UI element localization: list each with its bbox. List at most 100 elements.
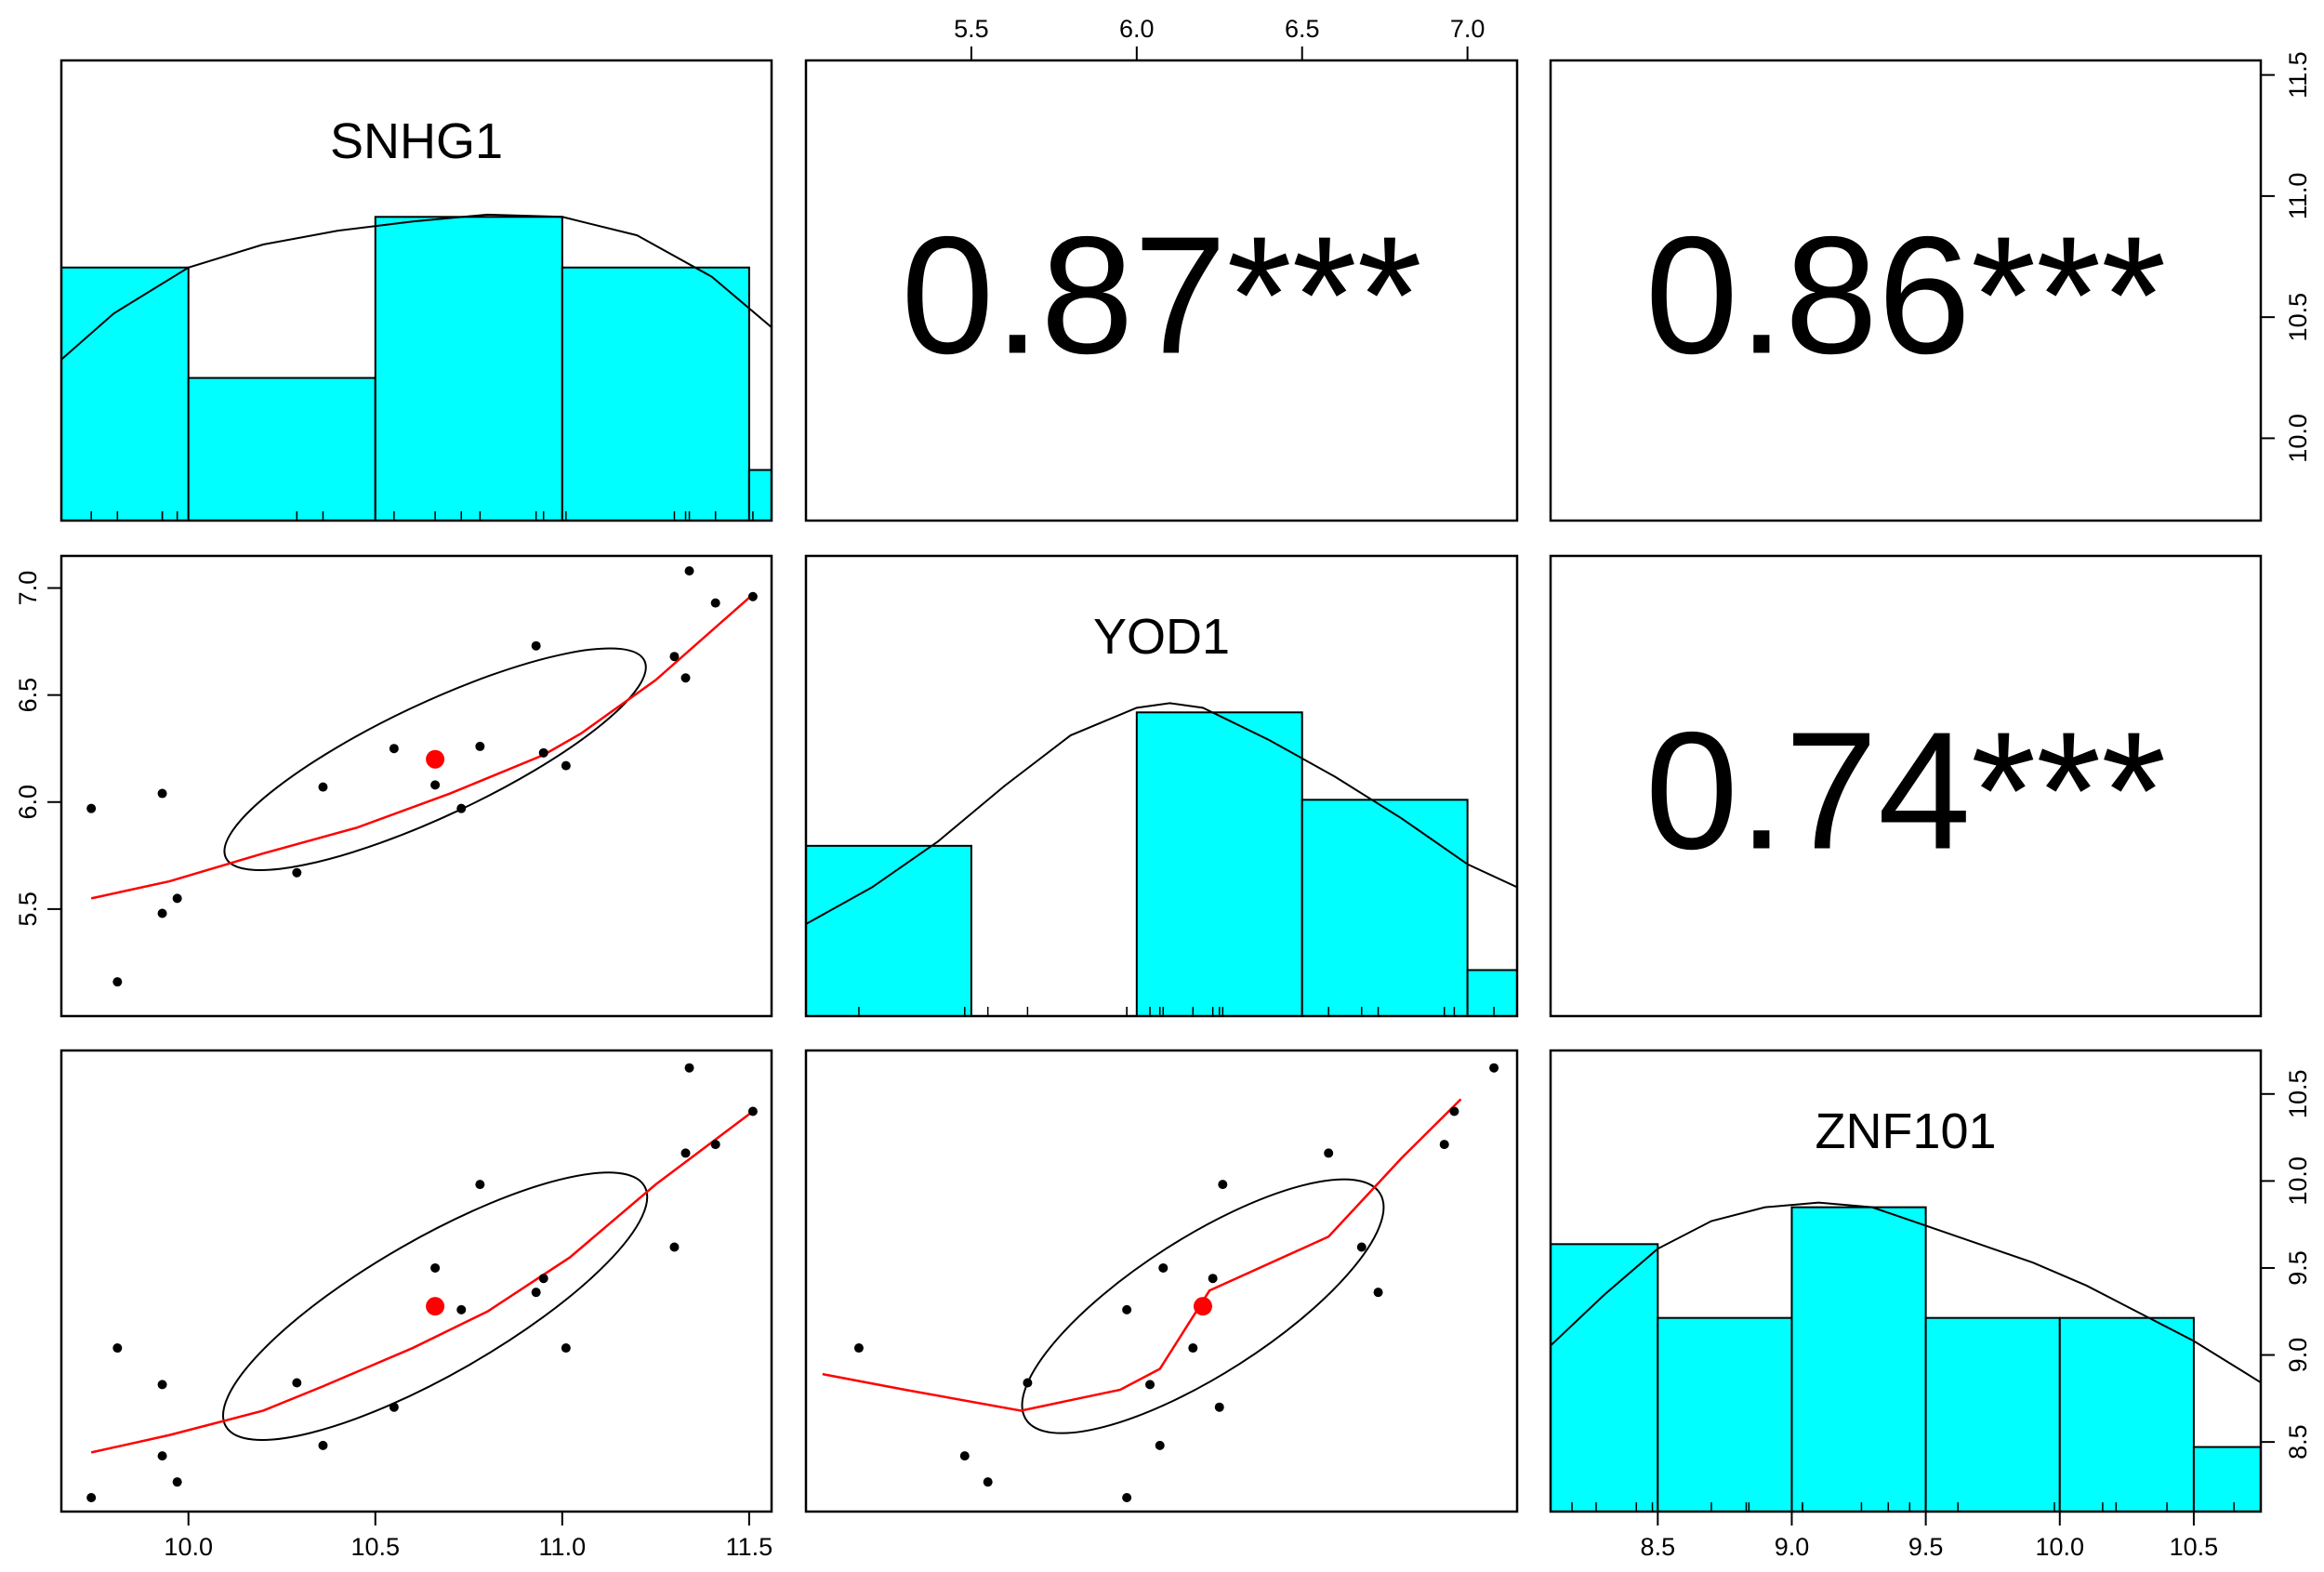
variable-label: SNHG1 — [330, 113, 503, 169]
scatter-point — [157, 1380, 167, 1390]
centroid-point — [426, 749, 445, 769]
scatter-point — [747, 1106, 758, 1116]
panel-znf101-znf101: ZNF101 — [1549, 1049, 2263, 1513]
histogram-bar — [187, 376, 376, 521]
tick-label: 11.0 — [539, 1533, 587, 1561]
scatter-point — [1122, 1304, 1132, 1314]
scatter-point — [710, 598, 720, 608]
histogram-bar — [61, 266, 190, 521]
scatter-point — [112, 1343, 123, 1354]
panel-frame — [59, 59, 773, 522]
histogram-bar — [1790, 1206, 1927, 1512]
loess-smooth-line — [90, 593, 754, 900]
scatter-point — [1155, 1440, 1165, 1450]
centroid-point — [426, 1297, 445, 1316]
scatter-point — [1218, 1180, 1228, 1190]
histogram-bar — [1466, 969, 1517, 1016]
scatter-point — [531, 1288, 541, 1298]
tick-label: 11.5 — [2284, 51, 2312, 99]
scatter-point — [561, 760, 571, 771]
scatter-point — [538, 747, 548, 758]
scatter-point — [1489, 1063, 1499, 1073]
centroid-point — [1193, 1297, 1212, 1316]
scatter-point — [318, 782, 328, 792]
scatter-point — [1023, 1378, 1033, 1388]
tick-label: 9.5 — [2284, 1250, 2312, 1286]
tick-label: 6.5 — [14, 678, 42, 713]
histogram-bar — [1657, 1316, 1793, 1512]
histogram-bar — [2058, 1316, 2195, 1512]
scatter-point — [475, 741, 485, 751]
scatter-point — [959, 1451, 970, 1461]
scatter-point — [172, 1477, 182, 1487]
scatter-point — [853, 1343, 864, 1354]
axis-bottom-znf101: 8.5 9.0 9.5 10.0 10.5 — [1641, 1511, 2218, 1561]
panel-znf101-snhg1 — [59, 1049, 773, 1513]
histogram-bar — [1551, 1243, 1659, 1512]
scatter-point — [86, 1493, 97, 1503]
scatter-point — [430, 1262, 441, 1273]
histogram-bar — [374, 216, 563, 521]
correlation-value: 0.86*** — [1645, 203, 2166, 390]
scatter-point — [983, 1477, 993, 1487]
scatter-point — [1122, 1493, 1132, 1503]
scatter-point — [1145, 1380, 1155, 1390]
panel-snhg1-znf101: 0.86*** — [1549, 59, 2263, 522]
tick-label: 10.0 — [2284, 414, 2312, 463]
loess-smooth-line — [822, 1098, 1462, 1412]
scatter-point — [112, 977, 123, 987]
axis-top-yod1: 5.5 6.0 6.5 7.0 — [954, 15, 1486, 61]
panel-znf101-yod1 — [804, 1049, 1519, 1513]
scatter-point — [318, 1440, 328, 1450]
histogram-bar — [806, 914, 807, 1016]
panel-yod1-znf101: 0.74*** — [1549, 554, 2263, 1018]
scatter-point — [86, 803, 97, 813]
panel-yod1-yod1: YOD1 — [804, 554, 1519, 1018]
tick-label: 10.0 — [164, 1533, 213, 1561]
axis-bottom-snhg1: 10.0 10.5 11.0 11.5 — [164, 1511, 773, 1561]
scatter-point — [561, 1343, 571, 1354]
tick-label: 10.5 — [350, 1533, 400, 1561]
scatter-point — [456, 1304, 467, 1314]
density-curve — [1551, 1201, 2261, 1383]
tick-label: 8.5 — [2284, 1424, 2312, 1460]
correlation-value: 0.87*** — [901, 203, 1421, 390]
histogram-bar — [561, 266, 750, 521]
tick-label: 11.0 — [2284, 173, 2312, 220]
axis-right-snhg1: 10.0 10.5 11.0 11.5 — [2260, 51, 2312, 463]
scatter-point — [1373, 1288, 1383, 1298]
panel-snhg1-yod1: 0.87*** — [804, 59, 1519, 522]
tick-label: 9.0 — [2284, 1338, 2312, 1373]
scatter-point — [1214, 1402, 1224, 1412]
tick-label: 10.5 — [2284, 293, 2312, 342]
panel-frame — [804, 1049, 1519, 1513]
histogram-bar — [2192, 1446, 2261, 1512]
scatter-point — [172, 893, 182, 904]
scatter-point — [1356, 1242, 1367, 1252]
scatter-point — [669, 1242, 680, 1252]
panel-frame — [804, 554, 1519, 1018]
scatter-point — [389, 744, 399, 754]
scatter-point — [157, 1451, 167, 1461]
tick-label: 7.0 — [1450, 15, 1486, 43]
density-curve — [61, 213, 772, 361]
histogram-bar — [1924, 1316, 2061, 1512]
variable-label: ZNF101 — [1815, 1103, 1996, 1159]
panel-frame — [59, 1049, 773, 1513]
panel-frame — [1549, 554, 2263, 1018]
panel-yod1-snhg1 — [59, 554, 773, 1018]
tick-label: 11.5 — [726, 1533, 773, 1561]
tick-label: 5.5 — [14, 892, 42, 927]
scatter-point — [684, 566, 694, 576]
tick-label: 10.0 — [2284, 1156, 2312, 1206]
correlation-value: 0.74*** — [1645, 698, 2166, 885]
scatter-point — [1158, 1262, 1169, 1273]
scatter-point — [747, 591, 758, 601]
loess-smooth-line — [90, 1110, 754, 1454]
scatter-point — [157, 788, 167, 799]
tick-label: 5.5 — [954, 15, 989, 43]
correlation-ellipse — [222, 1171, 649, 1441]
scatter-point — [292, 867, 302, 878]
scatter-point — [710, 1140, 720, 1150]
